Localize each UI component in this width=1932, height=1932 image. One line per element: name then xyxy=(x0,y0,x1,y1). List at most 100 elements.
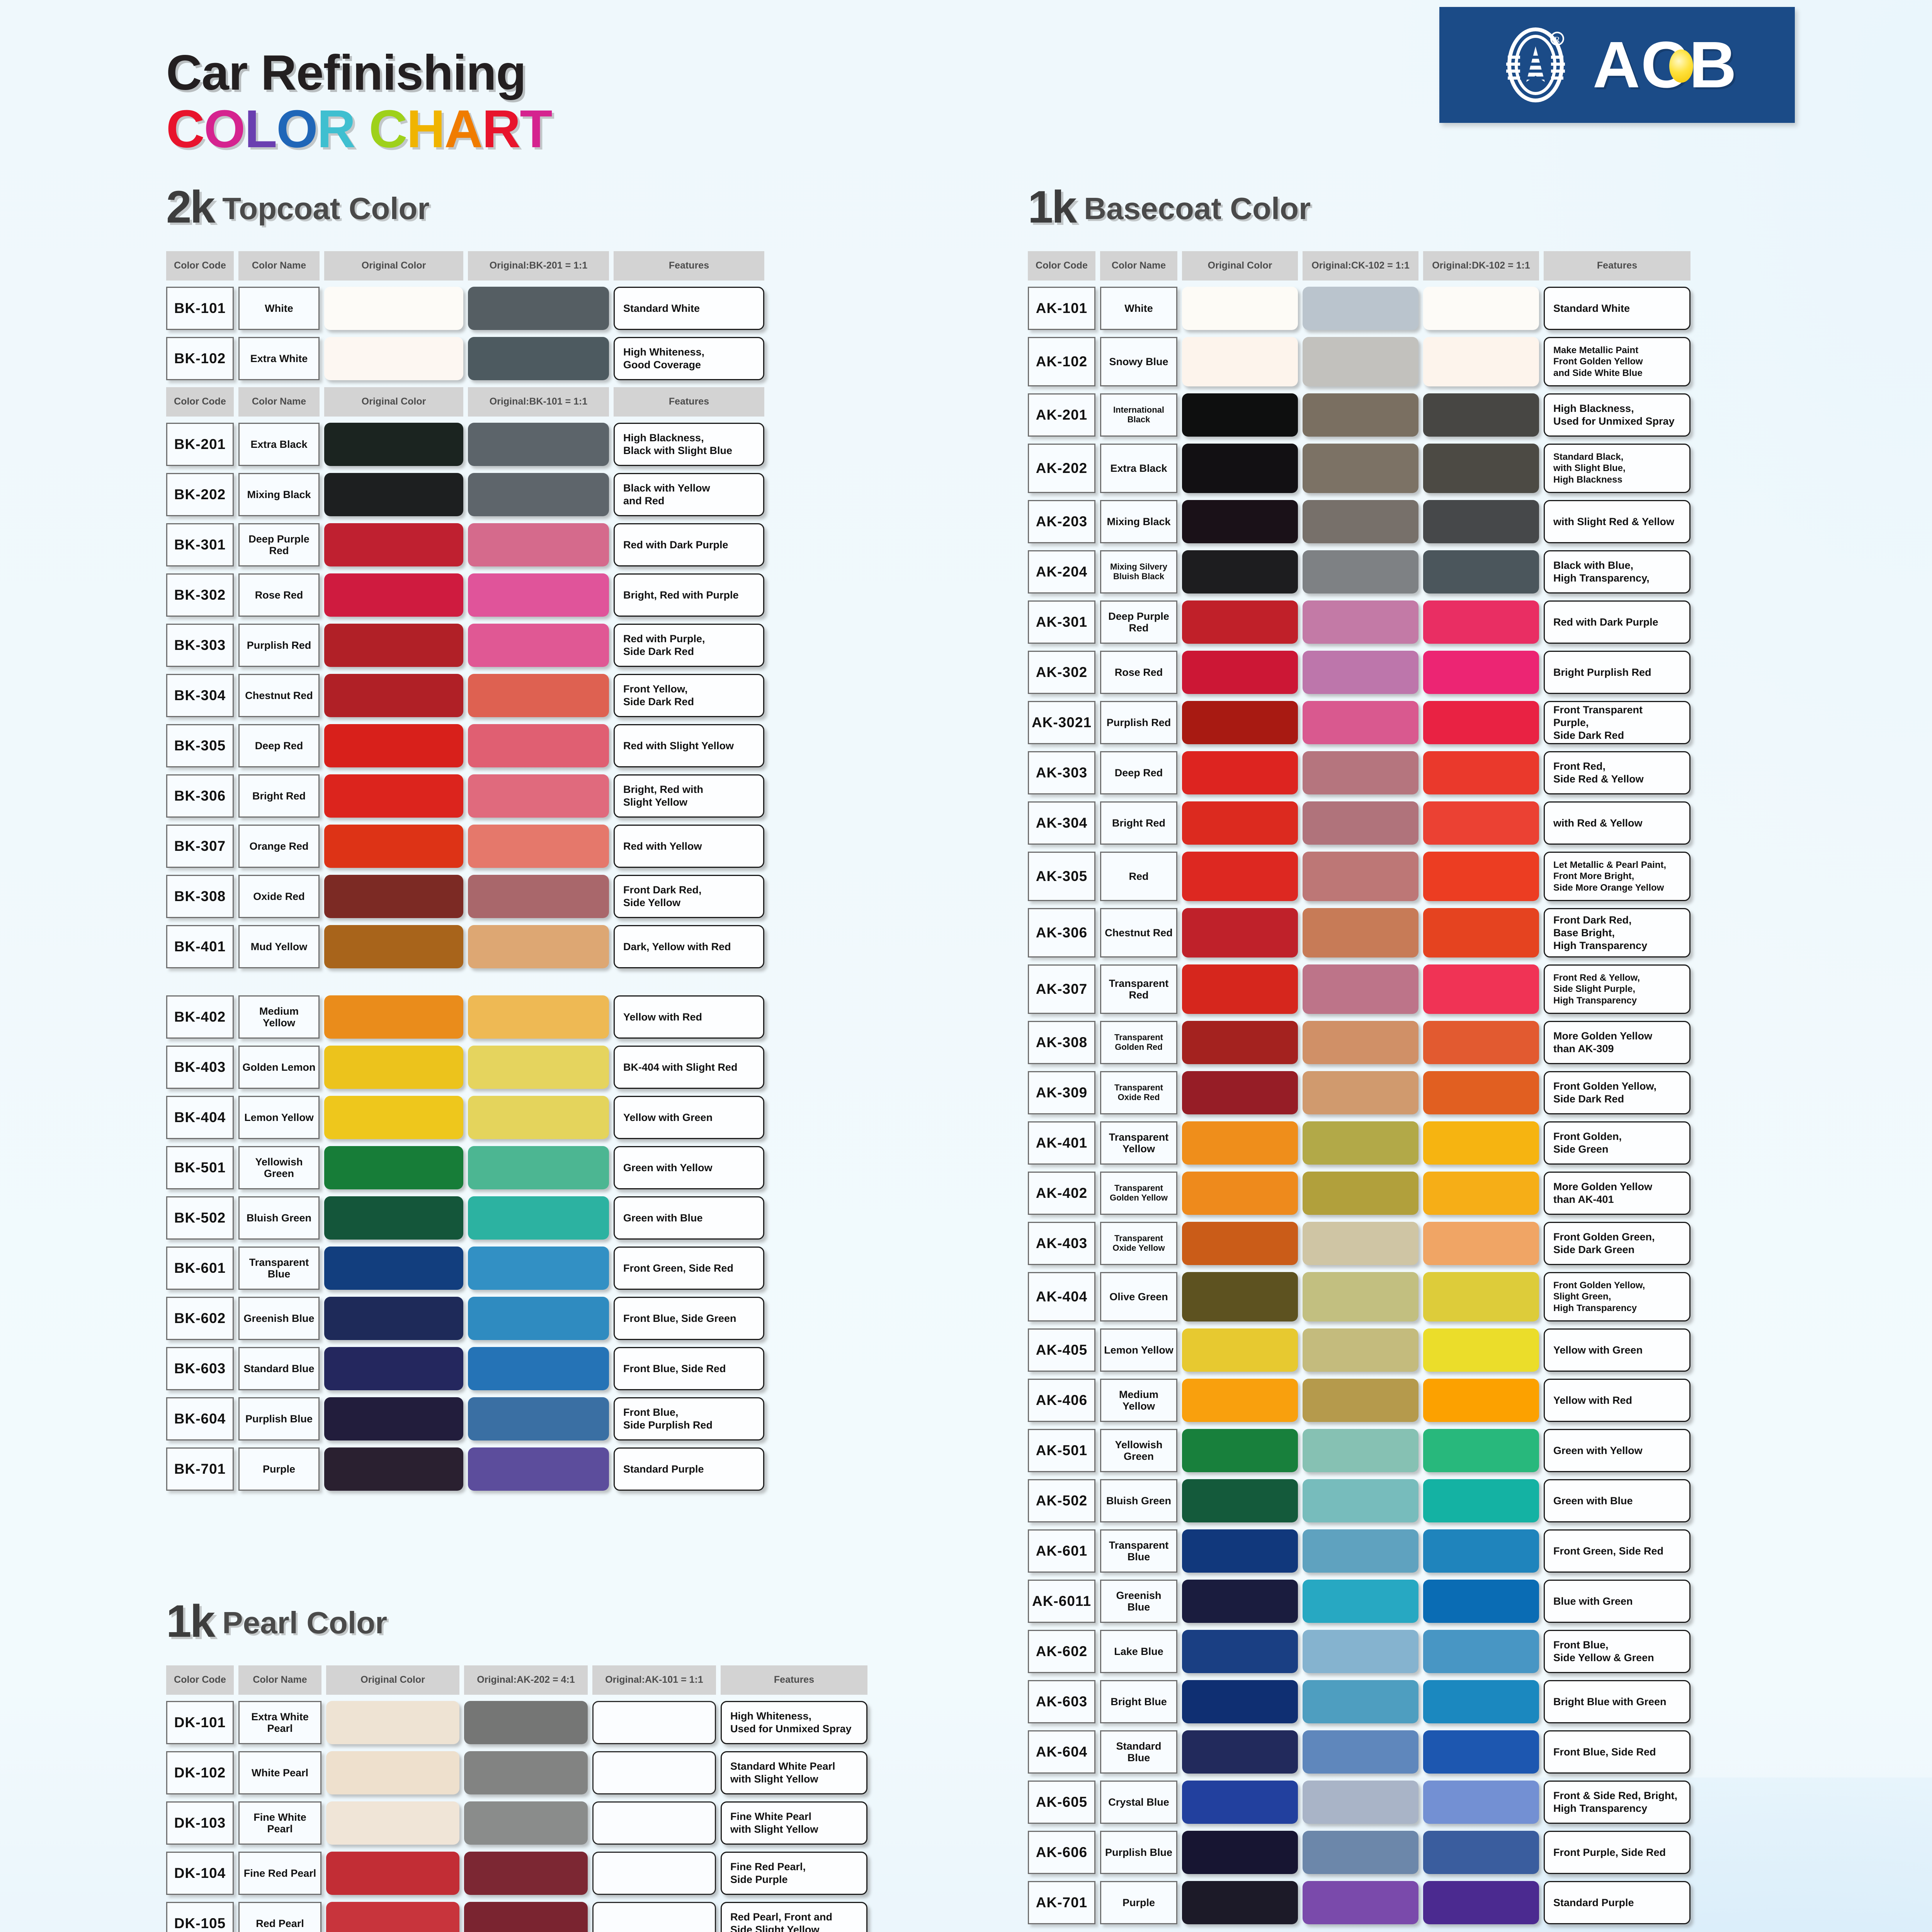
color-swatch-1[interactable] xyxy=(1303,1222,1418,1265)
color-swatch-1[interactable] xyxy=(468,1247,609,1290)
color-swatch-0[interactable] xyxy=(1182,1328,1298,1372)
table-row[interactable]: AK-501 Yellowish Green Green with Yellow xyxy=(1028,1429,1690,1473)
color-swatch-1[interactable] xyxy=(1303,444,1418,493)
table-row[interactable]: BK-601 Transparent Blue Front Green, Side … xyxy=(166,1247,764,1290)
color-swatch-0[interactable] xyxy=(1182,852,1298,901)
color-swatch-2[interactable] xyxy=(1423,1831,1539,1874)
color-swatch-1[interactable] xyxy=(1303,1071,1418,1115)
color-swatch-1[interactable] xyxy=(468,875,609,918)
table-row[interactable]: BK-602 Greenish Blue Front Blue, Side Gree… xyxy=(166,1297,764,1340)
color-swatch-2[interactable] xyxy=(1423,751,1539,795)
table-row[interactable]: BK-102 Extra White High Whiteness, Good Co… xyxy=(166,337,764,381)
color-swatch-1[interactable] xyxy=(468,1046,609,1089)
color-swatch-1[interactable] xyxy=(464,1852,588,1895)
color-swatch-0[interactable] xyxy=(1182,600,1298,644)
color-swatch-2[interactable] xyxy=(1423,852,1539,901)
color-swatch-1[interactable] xyxy=(1303,1121,1418,1165)
color-swatch-0[interactable] xyxy=(1182,1172,1298,1215)
table-row[interactable]: DK-104 Fine Red Pearl Fine Red Pearl, Side… xyxy=(166,1852,867,1895)
table-row[interactable]: AK-402 Transparent Golden Yellow More Gold… xyxy=(1028,1172,1690,1215)
table-row[interactable]: BK-401 Mud Yellow Dark, Yellow with Red xyxy=(166,925,764,969)
table-row[interactable]: AK-601 Transparent Blue Front Green, Side … xyxy=(1028,1529,1690,1573)
color-swatch-1[interactable] xyxy=(1303,1881,1418,1925)
color-swatch-2[interactable] xyxy=(1423,1272,1539,1322)
color-swatch-2[interactable] xyxy=(1423,1479,1539,1523)
color-swatch-2[interactable] xyxy=(592,1852,716,1895)
color-swatch-1[interactable] xyxy=(468,995,609,1039)
color-swatch-2[interactable] xyxy=(1423,1071,1539,1115)
color-swatch-0[interactable] xyxy=(326,1852,459,1895)
color-swatch-1[interactable] xyxy=(1303,1021,1418,1065)
color-swatch-1[interactable] xyxy=(1303,1272,1418,1322)
table-row[interactable]: BK-402 Medium Yellow Yellow with Red xyxy=(166,995,764,1039)
color-swatch-1[interactable] xyxy=(1303,651,1418,694)
table-row[interactable]: AK-603 Bright Blue Bright Blue with Green xyxy=(1028,1680,1690,1724)
color-swatch-1[interactable] xyxy=(1303,287,1418,330)
color-swatch-1[interactable] xyxy=(468,724,609,768)
table-row[interactable]: BK-101 White Standard White xyxy=(166,287,764,330)
table-row[interactable]: AK-307 Transparent Red Front Red & Yellow,… xyxy=(1028,964,1690,1014)
table-row[interactable]: AK-401 Transparent Yellow Front Golden, Si… xyxy=(1028,1121,1690,1165)
table-row[interactable]: BK-306 Bright Red Bright, Red with Slight … xyxy=(166,774,764,818)
color-swatch-1[interactable] xyxy=(468,287,609,330)
color-swatch-2[interactable] xyxy=(1423,600,1539,644)
color-swatch-0[interactable] xyxy=(324,1096,463,1139)
color-swatch-1[interactable] xyxy=(468,925,609,969)
color-swatch-0[interactable] xyxy=(324,573,463,617)
color-swatch-2[interactable] xyxy=(592,1701,716,1745)
color-swatch-2[interactable] xyxy=(1423,1328,1539,1372)
table-row[interactable]: DK-102 White Pearl Standard White Pearl wi… xyxy=(166,1751,867,1795)
color-swatch-2[interactable] xyxy=(1423,1379,1539,1422)
color-swatch-1[interactable] xyxy=(468,1146,609,1190)
color-swatch-2[interactable] xyxy=(592,1902,716,1932)
color-swatch-2[interactable] xyxy=(1423,287,1539,330)
color-swatch-2[interactable] xyxy=(592,1801,716,1845)
table-row[interactable]: BK-303 Purplish Red Red with Purple, Side … xyxy=(166,624,764,667)
table-row[interactable]: AK-204 Mixing Silvery Bluish Black Black w… xyxy=(1028,550,1690,594)
color-swatch-1[interactable] xyxy=(468,523,609,567)
color-swatch-1[interactable] xyxy=(468,1196,609,1240)
color-swatch-1[interactable] xyxy=(464,1801,588,1845)
table-row[interactable]: BK-307 Orange Red Red with Yellow xyxy=(166,825,764,868)
color-swatch-1[interactable] xyxy=(1303,1781,1418,1824)
color-swatch-0[interactable] xyxy=(326,1701,459,1745)
table-row[interactable]: BK-202 Mixing Black Black with Yellow and … xyxy=(166,473,764,517)
color-swatch-0[interactable] xyxy=(324,1397,463,1441)
color-swatch-2[interactable] xyxy=(1423,550,1539,594)
color-swatch-2[interactable] xyxy=(1423,1881,1539,1925)
color-swatch-2[interactable] xyxy=(1423,908,1539,958)
color-swatch-1[interactable] xyxy=(1303,751,1418,795)
color-swatch-1[interactable] xyxy=(468,774,609,818)
color-swatch-1[interactable] xyxy=(468,337,609,381)
color-swatch-2[interactable] xyxy=(1423,1429,1539,1473)
table-row[interactable]: AK-102 Snowy Blue Make Metallic Paint Fron… xyxy=(1028,337,1690,387)
color-swatch-0[interactable] xyxy=(1182,1529,1298,1573)
color-swatch-2[interactable] xyxy=(1423,1021,1539,1065)
color-swatch-1[interactable] xyxy=(468,1347,609,1391)
color-swatch-1[interactable] xyxy=(1303,701,1418,745)
color-swatch-0[interactable] xyxy=(1182,1121,1298,1165)
table-row[interactable]: BK-604 Purplish Blue Front Blue, Side Purp… xyxy=(166,1397,764,1441)
color-swatch-1[interactable] xyxy=(468,1297,609,1340)
color-swatch-0[interactable] xyxy=(1182,1021,1298,1065)
color-swatch-0[interactable] xyxy=(1182,701,1298,745)
color-swatch-0[interactable] xyxy=(1182,1680,1298,1724)
color-swatch-0[interactable] xyxy=(1182,393,1298,437)
color-swatch-1[interactable] xyxy=(468,573,609,617)
color-swatch-1[interactable] xyxy=(1303,393,1418,437)
color-swatch-0[interactable] xyxy=(324,423,463,466)
color-swatch-2[interactable] xyxy=(1423,444,1539,493)
color-swatch-1[interactable] xyxy=(1303,1730,1418,1774)
color-swatch-1[interactable] xyxy=(1303,1172,1418,1215)
color-swatch-0[interactable] xyxy=(324,1347,463,1391)
color-swatch-1[interactable] xyxy=(468,473,609,517)
table-row[interactable]: AK-309 Transparent Oxide Red Front Golden … xyxy=(1028,1071,1690,1115)
color-swatch-1[interactable] xyxy=(1303,1680,1418,1724)
table-row[interactable]: BK-404 Lemon Yellow Yellow with Green xyxy=(166,1096,764,1139)
color-swatch-0[interactable] xyxy=(324,337,463,381)
color-swatch-1[interactable] xyxy=(464,1701,588,1745)
color-swatch-0[interactable] xyxy=(1182,651,1298,694)
table-row[interactable]: AK-201 International Black High Blackness,… xyxy=(1028,393,1690,437)
color-swatch-2[interactable] xyxy=(1423,1730,1539,1774)
color-swatch-2[interactable] xyxy=(1423,393,1539,437)
